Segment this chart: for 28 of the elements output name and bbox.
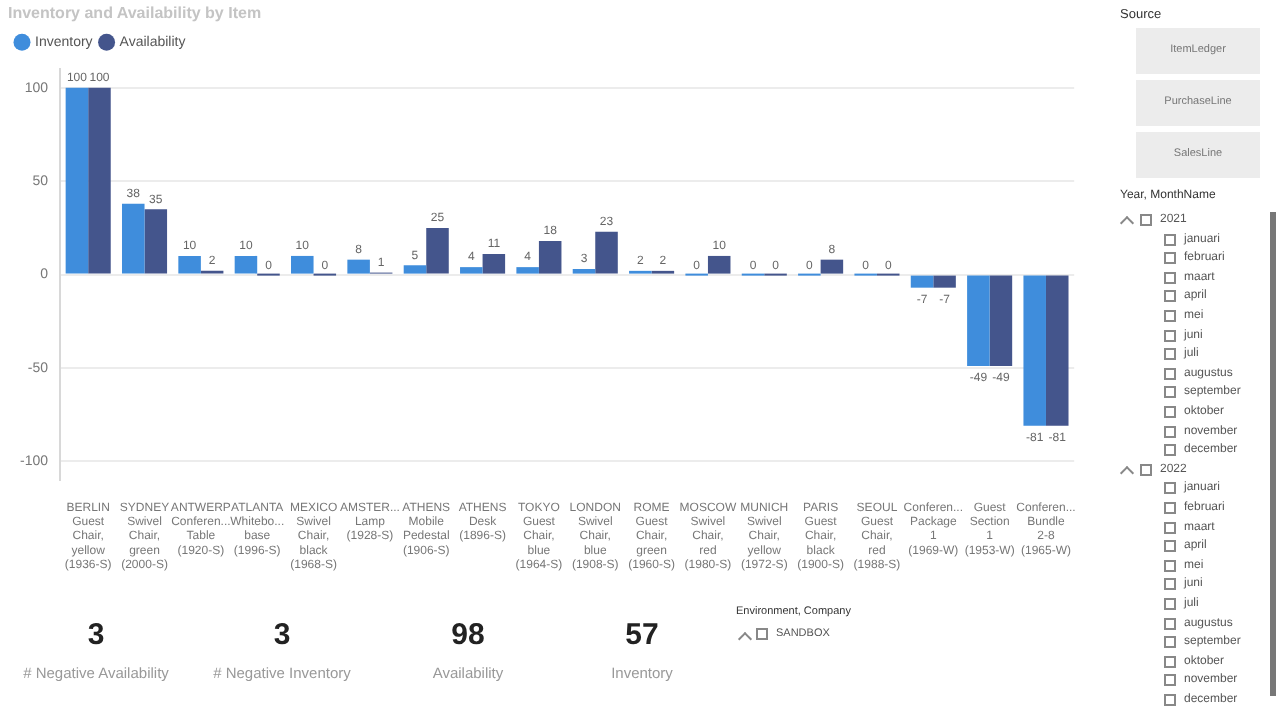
bar [122, 203, 145, 274]
data-label: 57 [623, 616, 661, 656]
bar [482, 254, 506, 274]
data-label: 98 [449, 616, 487, 656]
bar [144, 209, 168, 274]
bar [516, 267, 539, 274]
bar [460, 267, 483, 274]
bar [595, 231, 618, 274]
bar [989, 275, 1013, 367]
bar [707, 255, 731, 274]
bar [538, 240, 562, 274]
bar [178, 255, 201, 274]
bar [820, 259, 844, 274]
bar [65, 87, 89, 274]
bar [403, 265, 427, 274]
data-label: 3 [85, 616, 107, 656]
bar [291, 255, 314, 274]
bar [88, 87, 111, 274]
bar [1023, 275, 1046, 426]
bar [967, 275, 990, 367]
chart-title: Inventory and Availability by Item [8, 4, 262, 23]
bar [426, 227, 449, 274]
data-label: 3 [271, 616, 293, 656]
bar [347, 259, 370, 274]
bar [234, 255, 258, 274]
bar [1045, 275, 1069, 426]
bar [933, 275, 956, 288]
bar [910, 275, 934, 288]
